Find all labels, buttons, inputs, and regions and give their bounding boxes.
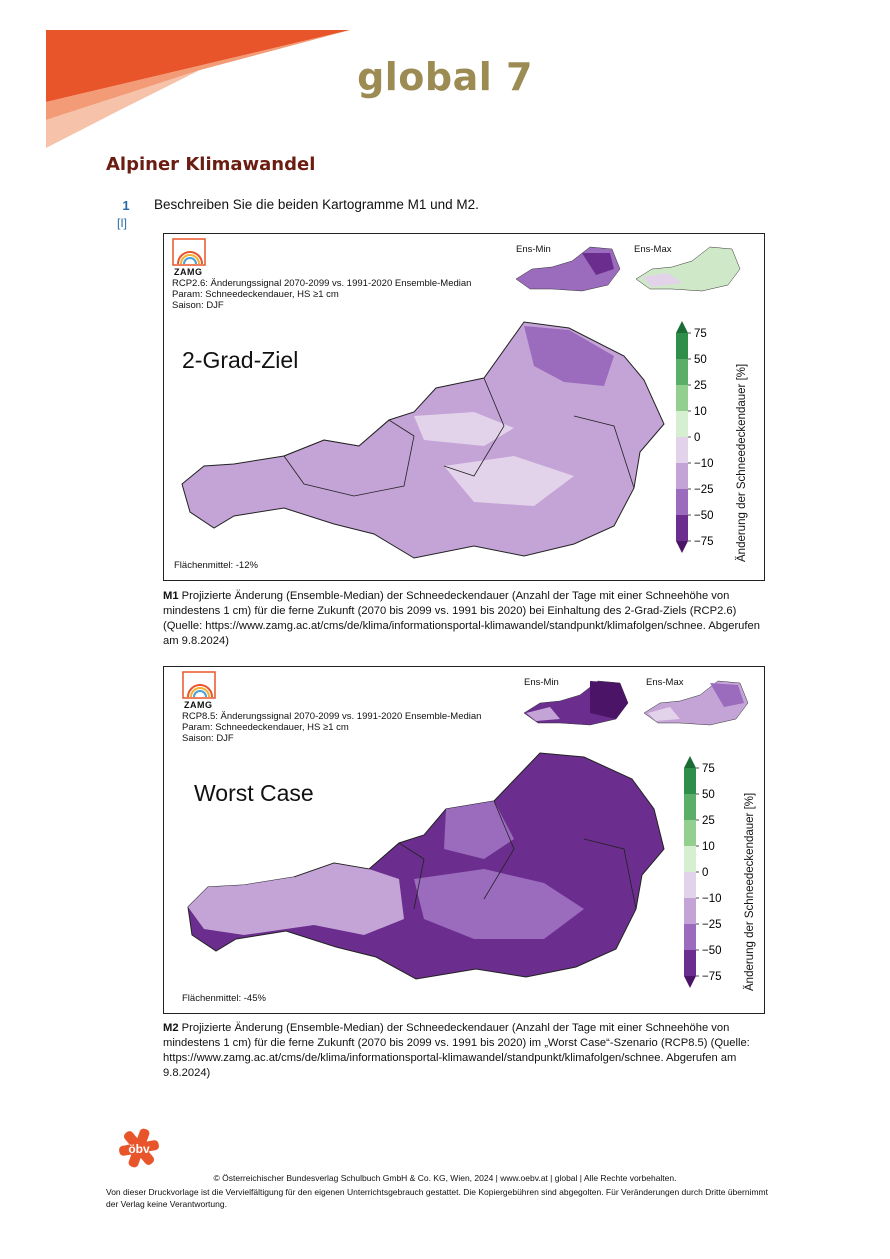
colorbar-tick-label: −10 bbox=[694, 458, 714, 470]
brand-title: global 7 bbox=[357, 55, 533, 99]
colorbar-segment bbox=[676, 411, 688, 437]
colorbar-segment bbox=[684, 950, 696, 976]
colorbar-tick-label: 50 bbox=[702, 789, 715, 801]
footer-copyright: © Österreichischer Bundesverlag Schulbuc… bbox=[213, 1173, 677, 1183]
ens-min-label: Ens-Min bbox=[516, 244, 551, 255]
meta-line: Param: Schneedeckendauer, HS ≥1 cm bbox=[172, 289, 339, 300]
colorbar-segment bbox=[676, 489, 688, 515]
map-meta: RCP8.5: Änderungssignal 2070-2099 vs. 19… bbox=[182, 711, 481, 744]
task-text: Beschreiben Sie die beiden Kartogramme M… bbox=[154, 197, 479, 212]
austria-map bbox=[187, 752, 665, 980]
caption-m2: M2 Projizierte Änderung (Ensemble-Median… bbox=[163, 1021, 777, 1081]
oebv-logo-icon: öbv bbox=[119, 1128, 159, 1168]
colorbar-tick-label: 10 bbox=[702, 841, 715, 853]
caption-text: Projizierte Änderung (Ensemble-Median) d… bbox=[163, 1022, 750, 1079]
colorbar-tick-label: 0 bbox=[702, 867, 708, 879]
ens-max-map bbox=[635, 246, 741, 292]
task-number: 1 bbox=[122, 198, 130, 213]
colorbar-tick-label: −50 bbox=[694, 510, 714, 522]
meta-line: RCP8.5: Änderungssignal 2070-2099 vs. 19… bbox=[182, 711, 482, 722]
colorbar-tick-label: −10 bbox=[702, 893, 722, 905]
colorbar-tick-label: 10 bbox=[694, 406, 707, 418]
colorbar-tick-label: −25 bbox=[694, 484, 714, 496]
map-meta: RCP2.6: Änderungssignal 2070-2099 vs. 19… bbox=[172, 278, 471, 311]
map-m1: ZAMG RCP2.6: Änderungssignal 2070-2099 v… bbox=[163, 233, 765, 581]
colorbar-label: Änderung der Schneedeckendauer [%] bbox=[736, 363, 748, 562]
meta-line: RCP2.6: Änderungssignal 2070-2099 vs. 19… bbox=[172, 278, 472, 289]
oebv-logo-text: öbv bbox=[128, 1142, 150, 1156]
colorbar-segment bbox=[676, 463, 688, 489]
colorbar-segment bbox=[676, 333, 688, 359]
ens-min-label: Ens-Min bbox=[524, 677, 559, 688]
zamg-logo-text: ZAMG bbox=[174, 267, 203, 277]
colorbar-segment bbox=[676, 385, 688, 411]
scenario-label: Worst Case bbox=[194, 780, 314, 806]
colorbar-segment bbox=[684, 794, 696, 820]
task-level: [I] bbox=[117, 216, 128, 230]
meta-line: Saison: DJF bbox=[182, 733, 234, 744]
zamg-logo-text: ZAMG bbox=[184, 700, 213, 710]
colorbar-cap-bottom bbox=[676, 541, 688, 553]
meta-line: Saison: DJF bbox=[172, 300, 224, 311]
area-mean-label: Flächenmittel: -45% bbox=[182, 993, 266, 1004]
footer-note: Von dieser Druckvorlage ist die Vervielf… bbox=[106, 1187, 768, 1209]
section-title: Alpiner Klimawandel bbox=[106, 154, 316, 175]
colorbar: 75 50 25 10 0 −10 −25 −50 −75 bbox=[676, 321, 714, 553]
colorbar-tick-label: −75 bbox=[702, 971, 722, 983]
colorbar-segment bbox=[684, 924, 696, 950]
scenario-label: 2-Grad-Ziel bbox=[182, 347, 299, 373]
colorbar-tick-label: 75 bbox=[694, 328, 707, 340]
caption-m1: M1 Projizierte Änderung (Ensemble-Median… bbox=[163, 589, 777, 649]
colorbar-tick-label: 25 bbox=[694, 380, 707, 392]
caption-label: M2 bbox=[163, 1022, 179, 1034]
colorbar-segment bbox=[684, 898, 696, 924]
colorbar-segment bbox=[684, 846, 696, 872]
colorbar-tick-label: −25 bbox=[702, 919, 722, 931]
colorbar-segment bbox=[676, 437, 688, 463]
colorbar-tick-label: −75 bbox=[694, 536, 714, 548]
colorbar-segment bbox=[684, 768, 696, 794]
colorbar-tick-label: 25 bbox=[702, 815, 715, 827]
colorbar: 75 50 25 10 0 −10 −25 −50 −75 bbox=[684, 756, 722, 988]
ens-max-map bbox=[643, 680, 749, 726]
header-swoosh-graphic bbox=[46, 30, 350, 148]
map-m2: ZAMG RCP8.5: Änderungssignal 2070-2099 v… bbox=[163, 666, 765, 1014]
colorbar-tick-label: 50 bbox=[694, 354, 707, 366]
colorbar-segment bbox=[684, 820, 696, 846]
zamg-logo-icon bbox=[182, 671, 216, 699]
colorbar-cap-top bbox=[684, 756, 696, 768]
colorbar-tick-label: −50 bbox=[702, 945, 722, 957]
colorbar-cap-top bbox=[676, 321, 688, 333]
area-mean-label: Flächenmittel: -12% bbox=[174, 560, 258, 571]
colorbar-tick-label: 75 bbox=[702, 763, 715, 775]
ens-min-map bbox=[515, 246, 621, 292]
caption-label: M1 bbox=[163, 590, 179, 602]
ens-max-label: Ens-Max bbox=[634, 244, 672, 255]
colorbar-label: Änderung der Schneedeckendauer [%] bbox=[744, 792, 756, 991]
colorbar-cap-bottom bbox=[684, 976, 696, 988]
colorbar-segment bbox=[676, 359, 688, 385]
colorbar-segment bbox=[684, 872, 696, 898]
meta-line: Param: Schneedeckendauer, HS ≥1 cm bbox=[182, 722, 349, 733]
ens-max-label: Ens-Max bbox=[646, 677, 684, 688]
austria-map bbox=[181, 321, 665, 559]
colorbar-tick-label: 0 bbox=[694, 432, 700, 444]
colorbar-segment bbox=[676, 515, 688, 541]
caption-text: Projizierte Änderung (Ensemble-Median) d… bbox=[163, 590, 760, 647]
ens-min-map bbox=[523, 680, 629, 726]
zamg-logo-icon bbox=[172, 238, 206, 266]
